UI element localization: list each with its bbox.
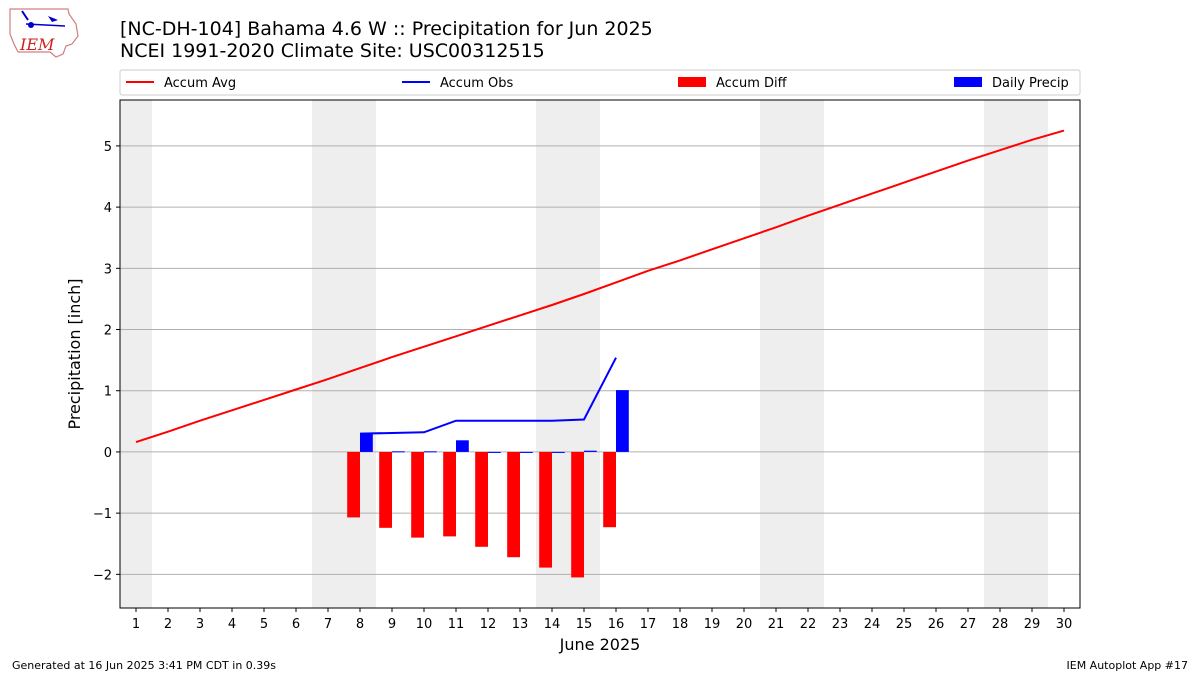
x-tick-label: 27 xyxy=(960,617,977,632)
x-tick-label: 4 xyxy=(228,617,236,632)
x-tick-label: 16 xyxy=(608,617,625,632)
daily-precip-bar xyxy=(392,451,405,453)
daily-precip-bar xyxy=(584,450,597,452)
accum-diff-bar xyxy=(539,451,552,568)
accum-diff-bar xyxy=(475,451,488,547)
legend-accum-obs-label: Accum Obs xyxy=(440,76,513,91)
x-axis: 1 2 3 4 5 6 7 8 9 10 11 12 13 14 15 16 17 18 19 20 21 22 23 24 2… xyxy=(132,608,1072,632)
weekend-band-4 xyxy=(984,100,1048,608)
x-tick-label: 25 xyxy=(896,617,913,632)
daily-precip-bar xyxy=(488,451,501,453)
x-tick-label: 10 xyxy=(416,617,433,632)
x-tick-label: 19 xyxy=(704,617,721,632)
daily-precip-bars xyxy=(360,390,629,453)
legend-daily-precip-swatch xyxy=(954,77,982,87)
logo-text: IEM xyxy=(19,35,55,54)
daily-precip-bar xyxy=(424,451,437,453)
y-tick-label: 2 xyxy=(104,324,112,339)
x-tick-label: 18 xyxy=(672,617,689,632)
x-tick-label: 11 xyxy=(448,617,465,632)
plot-frame xyxy=(119,99,1081,609)
x-tick-label: 17 xyxy=(640,617,657,632)
x-tick-label: 6 xyxy=(292,617,300,632)
y-tick-label: 1 xyxy=(104,385,112,400)
x-tick-label: 22 xyxy=(800,617,817,632)
x-tick-label: 21 xyxy=(768,617,785,632)
y-tick-label: −2 xyxy=(93,568,112,583)
y-tick-label: −1 xyxy=(93,507,112,522)
footer-app: IEM Autoplot App #17 xyxy=(1066,659,1189,672)
daily-precip-bar xyxy=(360,433,373,452)
x-tick-label: 3 xyxy=(196,617,204,632)
accum-diff-bar xyxy=(603,451,616,528)
x-tick-label: 23 xyxy=(832,617,849,632)
accum-diff-bars xyxy=(347,451,616,578)
x-tick-label: 20 xyxy=(736,617,753,632)
x-tick-label: 12 xyxy=(480,617,497,632)
daily-precip-bar xyxy=(520,451,533,453)
x-tick-label: 2 xyxy=(164,617,172,632)
y-tick-label: 3 xyxy=(104,262,112,277)
legend-daily-precip-label: Daily Precip xyxy=(992,76,1069,91)
x-tick-label: 28 xyxy=(992,617,1009,632)
chart-title: [NC-DH-104] Bahama 4.6 W :: Precipitatio… xyxy=(120,18,653,40)
accum-obs-line xyxy=(359,357,617,435)
accum-diff-bar xyxy=(507,451,520,558)
accum-avg-line xyxy=(135,129,1065,444)
accum-diff-bar xyxy=(571,451,584,578)
y-tick-label: 0 xyxy=(104,446,112,461)
weekend-band-3 xyxy=(760,100,824,608)
accum-diff-bar xyxy=(443,451,456,537)
footer-generated: Generated at 16 Jun 2025 3:41 PM CDT in … xyxy=(12,659,277,672)
y-axis-label: Precipitation [inch] xyxy=(65,278,84,429)
x-tick-label: 1 xyxy=(132,617,140,632)
x-tick-label: 29 xyxy=(1024,617,1041,632)
legend-accum-avg-label: Accum Avg xyxy=(164,76,236,91)
y-tick-label: 4 xyxy=(104,201,112,216)
x-axis-label: June 2025 xyxy=(559,635,641,654)
legend-accum-diff-swatch xyxy=(678,77,706,87)
series-lines xyxy=(135,129,1065,444)
accum-diff-bar xyxy=(411,451,424,538)
x-tick-label: 15 xyxy=(576,617,593,632)
y-axis: −2 −1 0 1 2 3 4 5 xyxy=(93,140,120,583)
accum-diff-bar xyxy=(379,451,392,528)
daily-precip-bar xyxy=(616,390,629,452)
legend-box xyxy=(119,69,1081,96)
legend-accum-diff-label: Accum Diff xyxy=(716,76,788,91)
accum-diff-bar xyxy=(347,451,360,518)
x-tick-label: 24 xyxy=(864,617,881,632)
daily-precip-bar xyxy=(552,451,565,453)
x-tick-label: 8 xyxy=(356,617,364,632)
iem-logo: IEM xyxy=(9,8,79,58)
x-tick-label: 5 xyxy=(260,617,268,632)
weekend-band-0 xyxy=(120,100,152,608)
weekend-band-1 xyxy=(312,100,376,608)
weekend-shading xyxy=(120,100,1048,608)
chart-subtitle: NCEI 1991-2020 Climate Site: USC00312515 xyxy=(120,40,545,62)
gridlines xyxy=(120,145,1080,575)
daily-precip-bar xyxy=(456,440,469,452)
x-tick-label: 26 xyxy=(928,617,945,632)
x-tick-label: 30 xyxy=(1056,617,1073,632)
x-tick-label: 7 xyxy=(324,617,332,632)
x-tick-label: 13 xyxy=(512,617,529,632)
y-tick-label: 5 xyxy=(104,140,112,155)
legend: Accum Avg Accum Obs Accum Diff Daily Pre… xyxy=(119,69,1081,96)
x-tick-label: 14 xyxy=(544,617,561,632)
x-tick-label: 9 xyxy=(388,617,396,632)
